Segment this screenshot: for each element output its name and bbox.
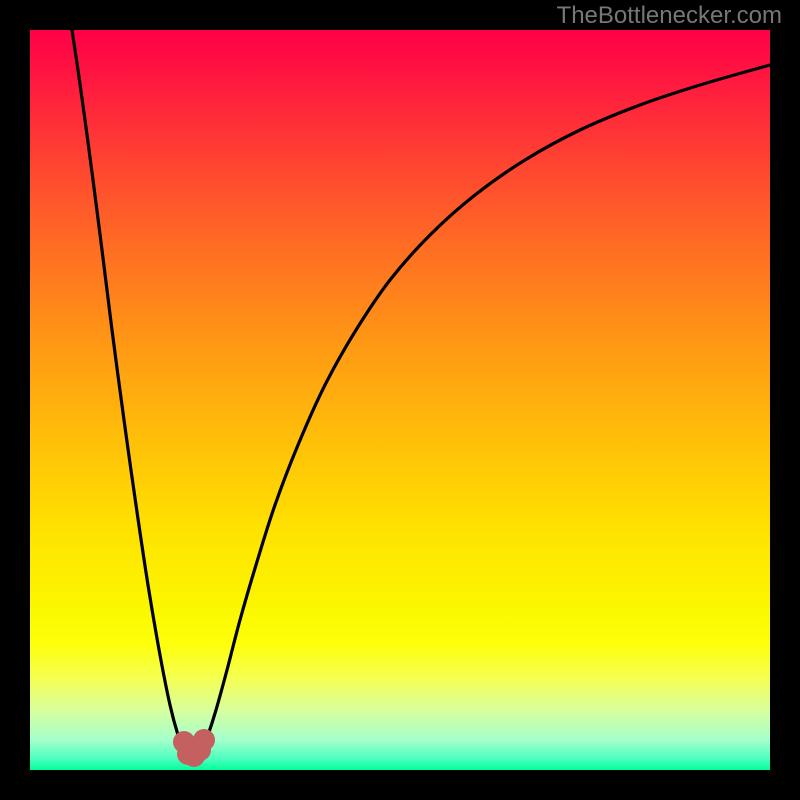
plot-area bbox=[30, 30, 770, 770]
optimal-marker bbox=[193, 729, 215, 751]
plot-svg bbox=[30, 30, 770, 770]
watermark-text: TheBottlenecker.com bbox=[557, 2, 782, 30]
gradient-background bbox=[30, 30, 770, 770]
